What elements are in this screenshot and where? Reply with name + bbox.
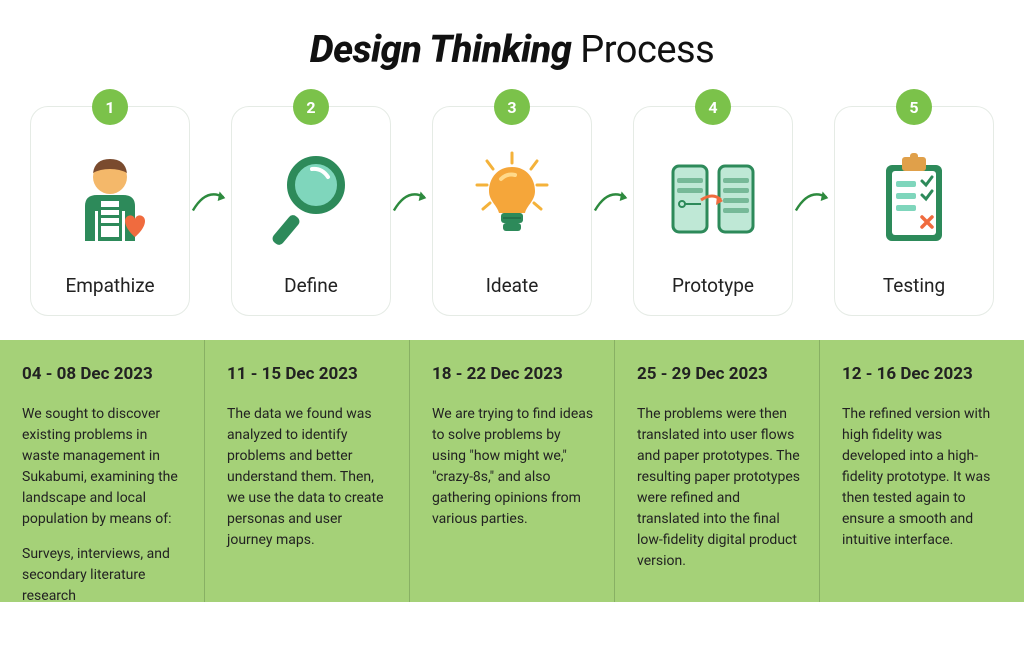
- arrow-icon: [593, 181, 633, 241]
- arrow-icon: [392, 181, 432, 241]
- step-card-define: 2 Define: [231, 106, 391, 316]
- step-desc: The problems were then translated into u…: [637, 404, 801, 572]
- step-date: 12 - 16 Dec 2023: [842, 364, 1006, 384]
- step-desc: The data we found was analyzed to identi…: [227, 404, 391, 551]
- empathize-icon: [31, 107, 189, 274]
- step-date: 11 - 15 Dec 2023: [227, 364, 391, 384]
- step-badge: 1: [92, 89, 128, 125]
- step-card-prototype: 4 Prototype: [633, 106, 793, 316]
- step-badge: 5: [896, 89, 932, 125]
- step-card-empathize: 1 Empathize: [30, 106, 190, 316]
- step-card-ideate: 3 Ide: [432, 106, 592, 316]
- step-label: Testing: [883, 274, 945, 297]
- step-desc: We are trying to find ideas to solve pro…: [432, 404, 596, 530]
- step-label: Prototype: [672, 274, 754, 297]
- arrow-icon: [191, 181, 231, 241]
- detail-row: 04 - 08 Dec 2023 We sought to discover e…: [0, 340, 1024, 602]
- detail-cell-prototype: 25 - 29 Dec 2023 The problems were then …: [615, 340, 820, 602]
- step-label: Empathize: [65, 274, 154, 297]
- lightbulb-icon: [433, 107, 591, 274]
- step-desc: We sought to discover existing problems …: [22, 404, 186, 607]
- page-title: Design Thinking Process: [0, 0, 1024, 90]
- desc-paragraph: The refined version with high fidelity w…: [842, 404, 1006, 551]
- detail-cell-empathize: 04 - 08 Dec 2023 We sought to discover e…: [0, 340, 205, 602]
- step-date: 04 - 08 Dec 2023: [22, 364, 186, 384]
- step-date: 18 - 22 Dec 2023: [432, 364, 596, 384]
- desc-paragraph: Surveys, interviews, and secondary liter…: [22, 544, 186, 607]
- step-card-testing: 5 Testing: [834, 106, 994, 316]
- detail-cell-testing: 12 - 16 Dec 2023 The refined version wit…: [820, 340, 1024, 602]
- desc-paragraph: We sought to discover existing problems …: [22, 404, 186, 530]
- step-badge: 2: [293, 89, 329, 125]
- arrow-icon: [794, 181, 834, 241]
- detail-cell-define: 11 - 15 Dec 2023 The data we found was a…: [205, 340, 410, 602]
- step-label: Define: [284, 274, 338, 297]
- desc-paragraph: We are trying to find ideas to solve pro…: [432, 404, 596, 530]
- prototype-icon: [634, 107, 792, 274]
- step-date: 25 - 29 Dec 2023: [637, 364, 801, 384]
- step-badge: 3: [494, 89, 530, 125]
- step-desc: The refined version with high fidelity w…: [842, 404, 1006, 551]
- clipboard-icon: [835, 107, 993, 274]
- desc-paragraph: The data we found was analyzed to identi…: [227, 404, 391, 551]
- detail-cell-ideate: 18 - 22 Dec 2023 We are trying to find i…: [410, 340, 615, 602]
- step-label: Ideate: [486, 274, 539, 297]
- magnifying-glass-icon: [232, 107, 390, 274]
- title-bold: Design Thinking: [310, 28, 572, 72]
- title-rest: Process: [571, 28, 714, 72]
- step-badge: 4: [695, 89, 731, 125]
- desc-paragraph: The problems were then translated into u…: [637, 404, 801, 572]
- steps-row: 1 Empathize 2: [0, 90, 1024, 340]
